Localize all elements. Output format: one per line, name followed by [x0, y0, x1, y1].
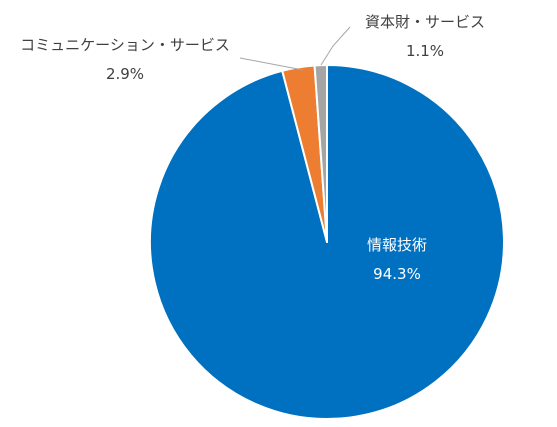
slice-label-it-value: 94.3%: [373, 265, 421, 283]
leader-lines: [239, 26, 351, 71]
leader-line-communication: [239, 57, 304, 71]
leader-line-industrials: [320, 26, 351, 66]
slice-label-it-name: 情報技術: [367, 236, 427, 254]
pie-slices: [148, 64, 505, 420]
slice-label-industrials-value: 1.1%: [406, 42, 444, 60]
pie-slice-industrials: [313, 64, 328, 243]
slice-label-communication-name: コミュニケーション・サービス: [20, 36, 230, 54]
slice-label-communication-value: 2.9%: [106, 65, 144, 83]
slice-label-industrials-name: 資本財・サービス: [365, 13, 485, 31]
